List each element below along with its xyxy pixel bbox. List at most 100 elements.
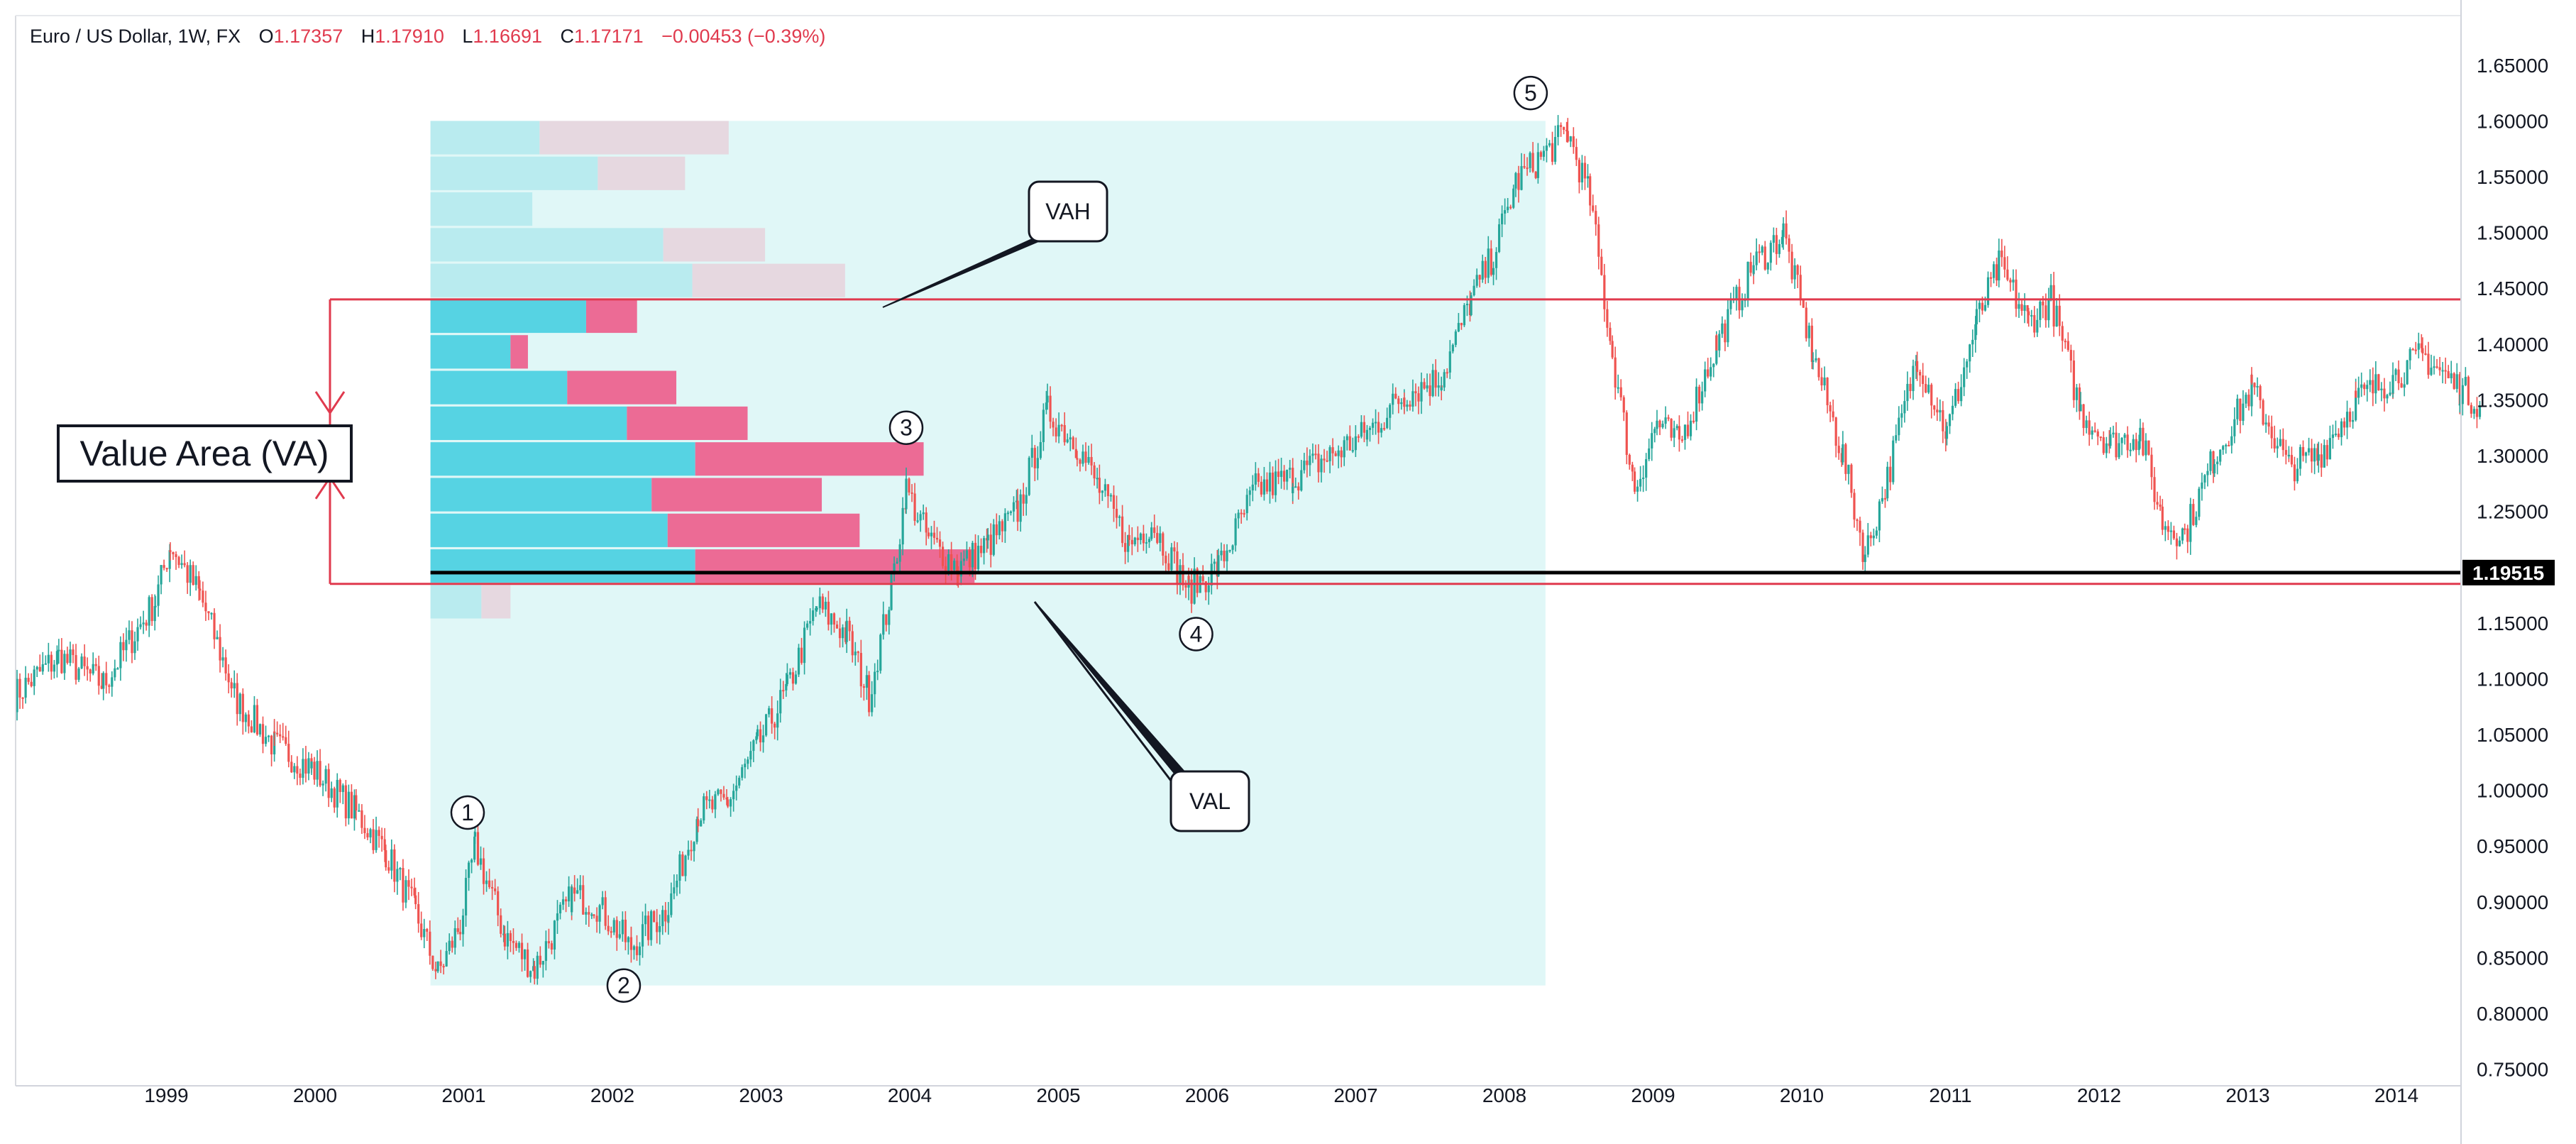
candle-body	[2417, 343, 2420, 350]
candle-body	[2328, 438, 2331, 460]
candle-body	[330, 788, 333, 798]
val-pointer-line	[1033, 601, 1172, 781]
candle-body	[2279, 439, 2281, 446]
candle-body	[1279, 471, 1283, 478]
candle-body	[2189, 504, 2192, 542]
candle-body	[1115, 508, 1118, 518]
candle-body	[1864, 554, 1866, 562]
candle-body	[824, 601, 827, 610]
candle-body	[953, 561, 956, 571]
candle-body	[66, 654, 69, 664]
candle-body	[2206, 471, 2209, 475]
candle-body	[1320, 458, 1323, 473]
candle-body	[725, 797, 728, 800]
candle-body	[1057, 424, 1060, 436]
candle-body	[1072, 437, 1074, 449]
candle-body	[2245, 395, 2247, 404]
candle-body	[285, 737, 287, 744]
candle-body	[189, 565, 192, 583]
candle-body	[1292, 487, 1294, 494]
candle-body	[615, 920, 618, 938]
candle-body	[1692, 420, 1695, 422]
candle-body	[2233, 419, 2236, 436]
candle-body	[2357, 387, 2360, 398]
candle-body	[2348, 412, 2352, 422]
candle-body	[1656, 420, 1658, 429]
candle-body	[1012, 502, 1015, 512]
candle-body	[1451, 344, 1454, 352]
candle-body	[582, 885, 585, 915]
candle-body	[1799, 275, 1802, 299]
candle-body	[327, 769, 330, 798]
candle-body	[1842, 444, 1844, 463]
candle-body	[593, 914, 595, 916]
candle-body	[114, 668, 116, 678]
y-tick-label: 0.90000	[2477, 891, 2548, 913]
candle-body	[502, 933, 505, 935]
candle-body	[962, 559, 965, 561]
candle-body	[1371, 422, 1375, 428]
candle-body	[735, 785, 738, 791]
candle-body	[1386, 417, 1389, 429]
candle-body	[224, 657, 227, 673]
candle-body	[436, 961, 439, 972]
candle-body	[1866, 535, 1869, 555]
x-tick-label: 2002	[590, 1084, 634, 1106]
candle-body	[2219, 449, 2222, 462]
candle-body	[1337, 450, 1340, 456]
candle-body	[1969, 344, 1971, 362]
candle-body	[1847, 464, 1850, 474]
candle-body	[1268, 472, 1272, 492]
candle-body	[1228, 549, 1231, 551]
candle-body	[1749, 261, 1752, 273]
candle-body	[1368, 427, 1372, 430]
candle-body	[776, 713, 779, 728]
candle-body	[2178, 540, 2181, 546]
candle-body	[413, 888, 416, 896]
candle-body	[998, 521, 1001, 536]
candle-body	[244, 714, 247, 722]
candle-body	[2337, 434, 2340, 437]
candle-body	[500, 915, 502, 934]
candle-body	[2299, 446, 2302, 469]
candle-body	[871, 694, 874, 713]
candle-body	[1434, 370, 1437, 388]
candle-body	[624, 919, 627, 942]
candle-body	[1752, 265, 1755, 274]
candle-body	[806, 623, 809, 628]
candle-body	[1597, 224, 1600, 257]
candle-body	[1136, 537, 1139, 540]
candle-body	[2085, 420, 2088, 429]
candle-body	[561, 899, 565, 905]
candle-body	[1240, 512, 1243, 515]
candle-body	[755, 736, 758, 741]
candle-body	[2430, 368, 2433, 375]
candle-body	[253, 705, 256, 732]
candle-body	[859, 653, 862, 687]
candle-body	[1936, 409, 1939, 413]
candle-body	[1167, 563, 1170, 571]
candle-body	[879, 634, 882, 671]
candle-body	[695, 819, 698, 842]
candle-body	[1201, 576, 1204, 581]
candle-body	[1625, 412, 1628, 456]
candle-body	[180, 563, 183, 566]
candle-body	[901, 507, 904, 545]
candle-body	[1289, 468, 1292, 470]
candle-body	[2078, 387, 2081, 412]
candle-body	[1680, 439, 1684, 441]
candle-body	[868, 675, 871, 713]
candle-body	[2072, 361, 2075, 400]
candle-body	[1309, 456, 1311, 466]
y-tick-label: 1.10000	[2477, 668, 2548, 690]
candle-body	[366, 832, 369, 837]
candle-body	[2153, 477, 2156, 502]
candle-body	[676, 881, 678, 888]
candle-body	[464, 878, 468, 915]
candle-body	[1673, 428, 1675, 438]
candle-body	[1079, 459, 1081, 464]
candle-body	[1761, 246, 1763, 253]
candle-body	[1611, 341, 1614, 358]
candle-body	[865, 675, 869, 688]
